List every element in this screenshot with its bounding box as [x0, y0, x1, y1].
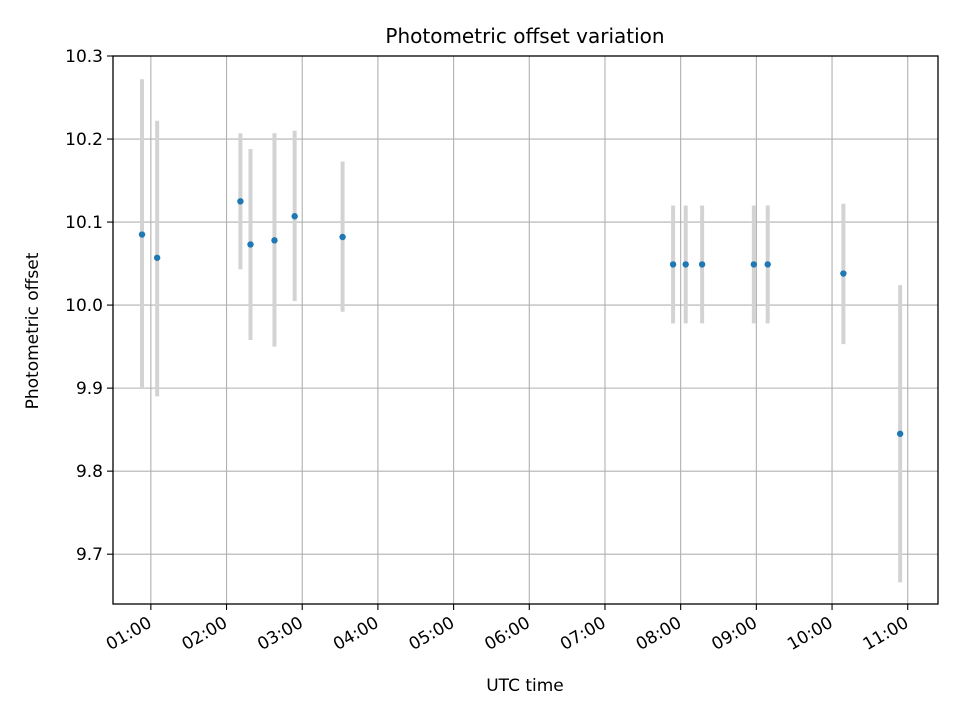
- x-axis-label: UTC time: [486, 676, 564, 696]
- y-tick-label: 10.3: [65, 47, 103, 67]
- data-point: [669, 261, 677, 268]
- data-point: [291, 213, 298, 220]
- data-points: [138, 198, 904, 437]
- data-point: [682, 261, 689, 268]
- data-point: [896, 430, 904, 437]
- data-point: [138, 231, 146, 238]
- y-tick-label: 10.0: [65, 296, 103, 316]
- y-axis-label: Photometric offset: [23, 252, 43, 409]
- data-point: [840, 270, 847, 277]
- data-point: [247, 241, 254, 248]
- chart-title: Photometric offset variation: [385, 24, 664, 48]
- data-point: [698, 261, 706, 268]
- y-tick-label: 10.1: [65, 213, 103, 233]
- plot-frame: [112, 55, 939, 605]
- y-tick-label: 9.8: [76, 462, 103, 482]
- data-point: [271, 237, 278, 244]
- data-point: [339, 233, 346, 241]
- data-point: [764, 261, 771, 268]
- y-axis-ticks: 9.7 9.8 9.9 10.0 10.1 10.2 10.3: [65, 47, 113, 565]
- y-tick-label: 10.2: [65, 130, 103, 150]
- data-point: [750, 261, 758, 268]
- data-point: [237, 198, 244, 205]
- data-point: [153, 254, 161, 261]
- y-tick-label: 9.9: [76, 379, 103, 399]
- y-tick-label: 9.7: [76, 545, 103, 565]
